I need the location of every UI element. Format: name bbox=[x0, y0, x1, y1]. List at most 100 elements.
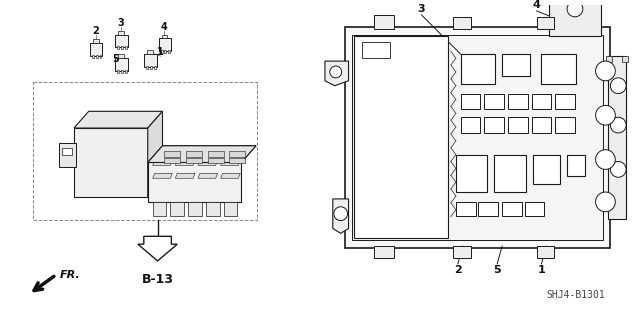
Text: 5: 5 bbox=[493, 265, 501, 275]
Bar bbox=[502, 54, 530, 76]
Text: B-13: B-13 bbox=[141, 273, 173, 286]
Bar bbox=[33, 82, 257, 219]
Bar bbox=[115, 34, 128, 47]
Bar bbox=[456, 202, 476, 216]
Bar bbox=[161, 50, 163, 53]
Bar bbox=[125, 70, 127, 73]
Circle shape bbox=[611, 78, 626, 93]
Bar bbox=[461, 54, 495, 84]
Bar bbox=[484, 117, 504, 133]
Bar bbox=[362, 42, 390, 58]
Text: 2: 2 bbox=[92, 26, 99, 36]
Bar bbox=[494, 155, 525, 192]
Bar bbox=[353, 34, 602, 240]
Bar bbox=[92, 55, 93, 58]
Polygon shape bbox=[148, 146, 256, 162]
Bar bbox=[536, 17, 554, 29]
Polygon shape bbox=[175, 173, 195, 178]
Bar bbox=[556, 93, 575, 109]
Polygon shape bbox=[164, 158, 180, 163]
Bar bbox=[374, 15, 394, 29]
Polygon shape bbox=[221, 160, 240, 166]
Bar bbox=[502, 202, 522, 216]
Bar bbox=[355, 36, 448, 238]
Bar bbox=[146, 66, 148, 69]
Bar bbox=[90, 43, 102, 56]
Circle shape bbox=[611, 117, 626, 133]
Bar bbox=[453, 246, 470, 258]
Polygon shape bbox=[198, 173, 218, 178]
Bar bbox=[118, 54, 124, 58]
Polygon shape bbox=[188, 202, 202, 216]
Bar bbox=[556, 117, 575, 133]
Bar bbox=[461, 93, 481, 109]
Polygon shape bbox=[333, 199, 349, 234]
Bar bbox=[525, 202, 545, 216]
Text: 1: 1 bbox=[538, 265, 545, 275]
Bar bbox=[541, 54, 576, 84]
Bar bbox=[607, 56, 612, 62]
Bar bbox=[118, 31, 124, 34]
Bar bbox=[532, 117, 551, 133]
Bar bbox=[536, 246, 554, 258]
Bar bbox=[508, 117, 528, 133]
Text: FR.: FR. bbox=[60, 270, 81, 280]
Bar bbox=[161, 34, 168, 39]
Polygon shape bbox=[325, 61, 349, 86]
Polygon shape bbox=[206, 202, 220, 216]
Circle shape bbox=[567, 1, 583, 17]
Polygon shape bbox=[223, 202, 237, 216]
Polygon shape bbox=[138, 236, 177, 261]
Bar bbox=[125, 46, 127, 49]
Bar bbox=[121, 70, 123, 73]
Polygon shape bbox=[153, 173, 172, 178]
Polygon shape bbox=[221, 173, 240, 178]
Text: 3: 3 bbox=[417, 4, 425, 14]
Bar bbox=[117, 46, 119, 49]
Bar bbox=[374, 246, 394, 258]
Polygon shape bbox=[208, 158, 223, 163]
Polygon shape bbox=[175, 160, 195, 166]
Bar bbox=[532, 155, 560, 184]
Text: 5: 5 bbox=[112, 54, 118, 64]
Bar bbox=[95, 55, 97, 58]
Circle shape bbox=[334, 207, 348, 220]
Bar bbox=[147, 50, 153, 54]
Bar bbox=[93, 40, 99, 43]
Text: 3: 3 bbox=[118, 18, 125, 28]
Bar bbox=[456, 155, 487, 192]
Text: 1: 1 bbox=[157, 47, 164, 57]
Bar bbox=[567, 155, 585, 176]
Bar bbox=[99, 55, 102, 58]
Bar bbox=[62, 148, 72, 155]
Bar bbox=[622, 56, 628, 62]
Circle shape bbox=[596, 150, 615, 169]
Bar bbox=[479, 202, 498, 216]
Bar bbox=[344, 27, 611, 248]
Circle shape bbox=[596, 61, 615, 81]
Polygon shape bbox=[148, 162, 241, 202]
Text: SHJ4-B1301: SHJ4-B1301 bbox=[547, 290, 605, 300]
Polygon shape bbox=[186, 151, 202, 157]
Polygon shape bbox=[230, 158, 245, 163]
Polygon shape bbox=[208, 151, 223, 157]
Bar bbox=[484, 93, 504, 109]
Polygon shape bbox=[148, 146, 256, 162]
Circle shape bbox=[596, 105, 615, 125]
Polygon shape bbox=[153, 160, 172, 166]
Bar bbox=[121, 46, 123, 49]
Bar bbox=[461, 117, 481, 133]
Bar bbox=[115, 58, 128, 71]
Bar bbox=[117, 70, 119, 73]
Bar bbox=[144, 54, 157, 67]
Polygon shape bbox=[230, 151, 245, 157]
Polygon shape bbox=[59, 143, 76, 167]
Polygon shape bbox=[164, 151, 180, 157]
Bar bbox=[164, 50, 166, 53]
Text: 4: 4 bbox=[532, 0, 541, 10]
Bar bbox=[150, 66, 152, 69]
Circle shape bbox=[330, 66, 342, 78]
Polygon shape bbox=[153, 202, 166, 216]
Polygon shape bbox=[198, 160, 218, 166]
Bar bbox=[609, 56, 626, 219]
